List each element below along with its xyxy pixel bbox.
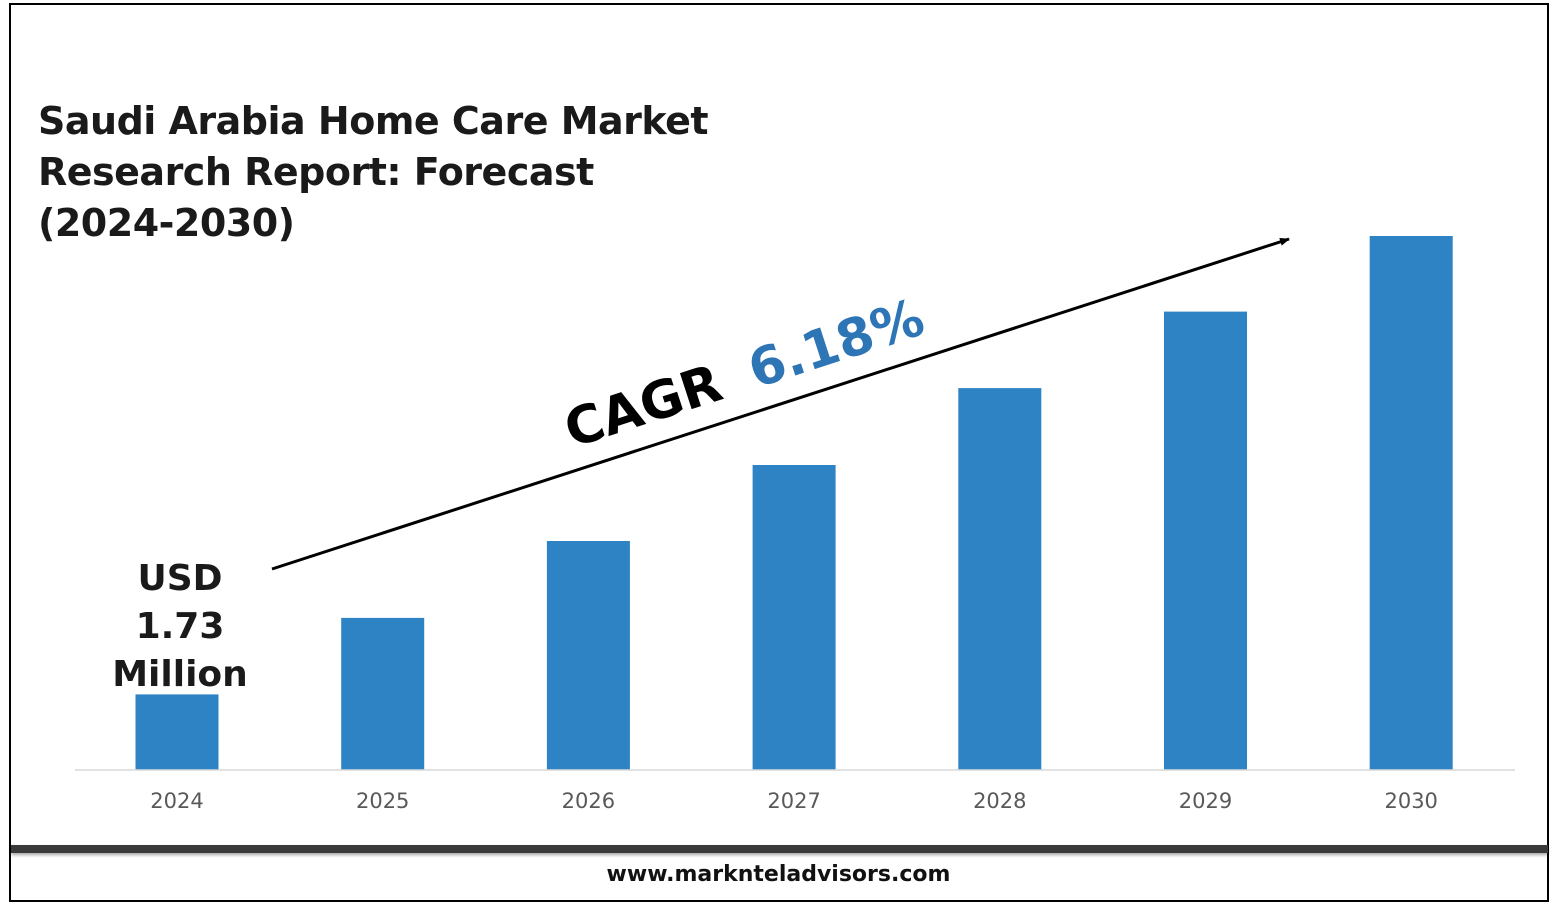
bar-2030 (1369, 236, 1453, 770)
chart-title: Saudi Arabia Home Care Market Research R… (38, 96, 718, 249)
x-tick-2027: 2027 (767, 789, 820, 813)
bar-2026 (546, 541, 630, 770)
title-line-3: (2024-2030) (38, 201, 295, 245)
cagr-label: CAGR (557, 354, 729, 461)
footer-divider (11, 845, 1548, 853)
first-value-unit: Million (112, 654, 248, 695)
cagr-value: 6.18% (741, 288, 931, 401)
bar-2027 (752, 465, 836, 770)
x-tick-2030: 2030 (1384, 789, 1437, 813)
trend-arrow (271, 237, 1290, 571)
x-tick-2026: 2026 (562, 789, 615, 813)
title-line-1: Saudi Arabia Home Care Market (38, 99, 709, 143)
x-tick-2029: 2029 (1179, 789, 1232, 813)
x-tick-2025: 2025 (356, 789, 409, 813)
first-value-label: USD 1.73 Million (100, 555, 260, 699)
title-line-2: Research Report: Forecast (38, 150, 594, 194)
x-tick-2028: 2028 (973, 789, 1026, 813)
first-value-currency: USD (137, 558, 223, 599)
x-tick-2024: 2024 (150, 789, 203, 813)
bar-2028 (958, 388, 1042, 770)
first-value-number: 1.73 (135, 606, 225, 647)
bar-2025 (341, 617, 425, 770)
bar-2024 (135, 694, 219, 770)
bar-2029 (1164, 311, 1247, 770)
website-link[interactable]: www.marknteladvisors.com (606, 862, 951, 887)
x-tick-labels: 2024 2025 2026 2027 2028 2029 2030 (150, 789, 1438, 813)
bars-group (135, 236, 1453, 770)
